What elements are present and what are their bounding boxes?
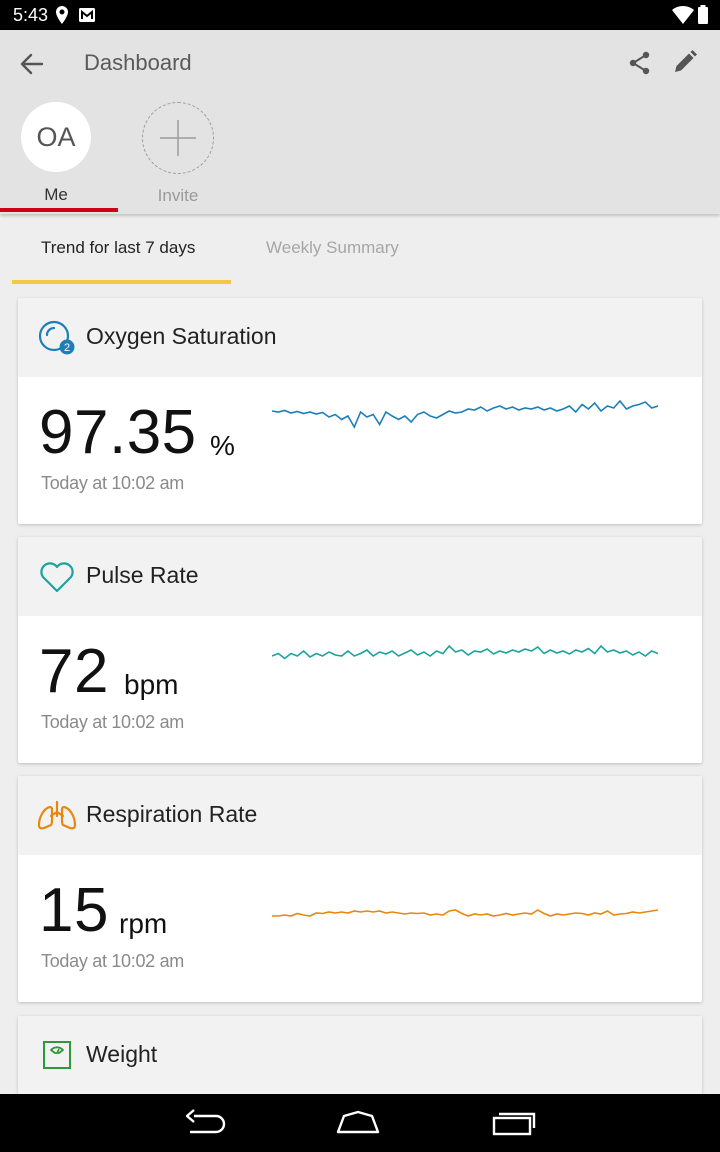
lungs-icon [37,800,77,830]
profile-me-label: Me [44,185,68,204]
card-body: 72 bpm Today at 10:02 am [18,616,702,763]
nav-home-button[interactable] [334,1106,382,1145]
oxygen-saturation-card[interactable]: 2 Oxygen Saturation 97.35 % Today at 10:… [18,298,702,524]
plus-icon [159,119,196,156]
pencil-icon [675,50,697,72]
card-header: Respiration Rate [18,776,702,855]
invite-button[interactable]: Invite [130,102,226,206]
invite-label: Invite [157,186,199,205]
tab-weekly-summary[interactable]: Weekly Summary [266,238,399,257]
trend-sparkline [272,399,658,429]
metric-value: 72 [39,637,109,706]
tab-trend[interactable]: Trend for last 7 days [41,238,196,257]
metric-value: 15 [39,876,109,945]
card-title: Weight [86,1041,158,1067]
page-title: Dashboard [84,50,192,75]
profile-selected-indicator [0,208,118,212]
app-header: Dashboard OA Me Invite [0,30,720,214]
card-title: Respiration Rate [86,801,258,827]
system-nav-bar [0,1094,720,1152]
recents-nav-icon [492,1112,536,1136]
gmail-icon [78,5,96,30]
card-header: Pulse Rate [18,537,702,616]
metric-timestamp: Today at 10:02 am [41,712,184,732]
weight-card[interactable]: Weight [18,1016,702,1106]
back-nav-icon [185,1109,226,1134]
metric-timestamp: Today at 10:02 am [41,473,184,493]
metric-value: 97.35 [39,398,197,467]
oxygen-icon: 2 [38,320,75,355]
status-time: 5:43 [13,5,49,25]
metric-unit: bpm [124,669,179,700]
battery-icon [697,5,709,30]
nav-back-button[interactable] [182,1106,228,1145]
svg-text:2: 2 [64,342,70,354]
wifi-icon [672,5,694,30]
card-body: 15 rpm Today at 10:02 am [18,855,702,1002]
share-button[interactable] [626,49,654,77]
pulse-rate-card[interactable]: Pulse Rate 72 bpm Today at 10:02 am [18,537,702,763]
profile-me[interactable]: OA Me [8,102,104,205]
heart-icon [40,562,74,593]
edit-button[interactable] [671,48,699,76]
back-button[interactable] [16,48,48,80]
share-icon [629,51,650,75]
invite-circle [142,102,214,174]
metric-unit: % [210,430,235,461]
trend-sparkline [272,644,658,660]
scale-icon [43,1041,71,1069]
home-nav-icon [336,1110,380,1134]
card-header: Weight [18,1016,702,1095]
metric-unit: rpm [119,908,168,939]
status-bar: 5:43 [0,0,720,30]
trend-sparkline [272,909,658,917]
respiration-rate-card[interactable]: Respiration Rate 15 rpm Today at 10:02 a… [18,776,702,1002]
card-title: Pulse Rate [86,562,199,588]
location-icon [54,5,70,30]
tab-indicator [12,280,231,284]
metric-timestamp: Today at 10:02 am [41,951,184,971]
card-header: 2 Oxygen Saturation [18,298,702,377]
card-body: 97.35 % Today at 10:02 am [18,377,702,524]
card-title: Oxygen Saturation [86,323,277,349]
avatar: OA [21,102,91,172]
arrow-left-icon [20,53,44,75]
nav-recents-button[interactable] [490,1106,538,1145]
